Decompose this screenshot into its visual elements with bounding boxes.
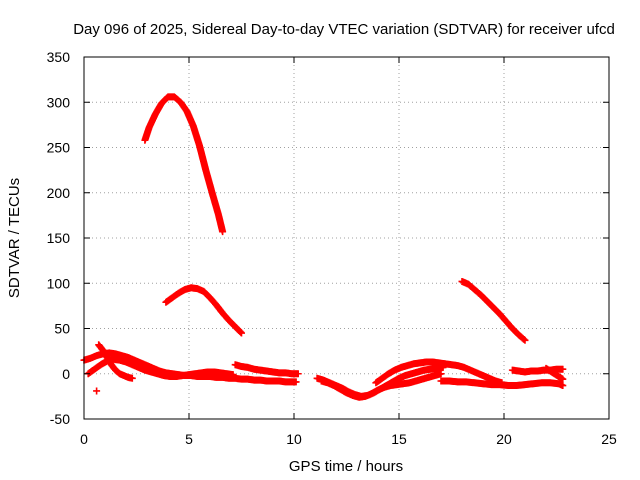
x-tick-label: 0 (80, 431, 88, 447)
y-tick-label: 200 (47, 185, 71, 201)
data-point (128, 374, 136, 382)
series-arc-high (141, 93, 227, 236)
y-tick-label: 250 (47, 140, 71, 156)
x-tick-label: 25 (601, 431, 617, 447)
chart-title: Day 096 of 2025, Sidereal Day-to-day VTE… (73, 21, 615, 38)
x-axis-label: GPS time / hours (289, 458, 403, 475)
series-low-h (437, 377, 567, 390)
y-tick-label: 150 (47, 230, 71, 246)
data-point (294, 370, 302, 378)
y-tick-label: -50 (50, 411, 70, 427)
series-low-a (80, 349, 300, 386)
y-tick-label: 100 (47, 275, 71, 291)
data-point (93, 387, 101, 395)
series-arc-late (458, 277, 529, 344)
data-point (437, 370, 445, 378)
data-point (292, 378, 300, 386)
x-tick-label: 20 (496, 431, 512, 447)
data-point (559, 375, 567, 383)
y-tick-label: 300 (47, 94, 71, 110)
data-point (559, 365, 567, 373)
series-arc-mid (162, 284, 245, 337)
series-low-c (95, 341, 136, 382)
x-tick-label: 10 (286, 431, 302, 447)
data-point (559, 382, 567, 390)
x-tick-label: 15 (391, 431, 407, 447)
axis-ticks (83, 56, 610, 420)
data-point (229, 371, 237, 379)
y-tick-label: 50 (54, 321, 70, 337)
y-tick-labels: -50 0 50 100 150 200 250 300 350 (47, 49, 71, 427)
series-low-g (372, 358, 506, 387)
x-tick-labels: 0 5 10 15 20 25 (80, 431, 617, 447)
x-tick-label: 5 (185, 431, 193, 447)
data-points (80, 93, 567, 401)
series-low-f (317, 370, 445, 401)
series-outlier (93, 387, 101, 395)
data-point (238, 329, 245, 337)
data-point (219, 228, 227, 236)
series-low-d (231, 361, 302, 378)
y-tick-label: 0 (62, 366, 70, 382)
y-tick-label: 350 (47, 49, 71, 65)
series-low-b (84, 355, 237, 380)
y-axis-label: SDTVAR / TECUs (6, 178, 23, 298)
data-point (521, 336, 529, 344)
series-low-j (542, 364, 567, 383)
